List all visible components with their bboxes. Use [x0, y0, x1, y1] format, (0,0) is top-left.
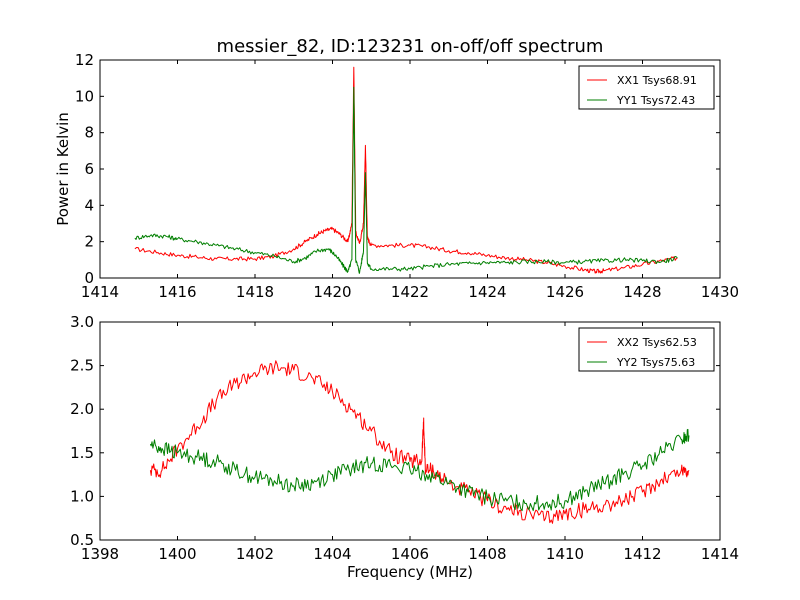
bottom-legend-label: XX2 Tsys62.53 [617, 336, 697, 349]
bottom-x-tick-label: 1414 [701, 545, 739, 563]
bottom-series-xx-line [149, 360, 690, 524]
top-x-tick-label: 1418 [236, 283, 274, 301]
top-x-tick-label: 1426 [546, 283, 584, 301]
bottom-legend-label: YY2 Tsys75.63 [616, 356, 695, 369]
bottom-plot: 1398 1400 1402 1404 1406 1408 1410 1412 1414 0.5 1… [70, 313, 739, 563]
bottom-x-tick-label: 1404 [313, 545, 351, 563]
top-x-tick-label: 1414 [81, 283, 119, 301]
top-plot: 1414 1416 1418 1420 1422 1424 1426 1428 1430 0 2 4 6… [75, 51, 739, 301]
bottom-x-tick-label: 1410 [546, 545, 584, 563]
chart-title: messier_82, ID:123231 on-off/off spectru… [217, 36, 604, 57]
bottom-y-tick-label: 1.5 [70, 444, 94, 462]
bottom-y-tick-label: 2.0 [70, 400, 94, 418]
top-x-tick-label: 1424 [468, 283, 506, 301]
bottom-x-tick-label: 1400 [158, 545, 196, 563]
top-series-yy-line [134, 86, 678, 274]
bottom-x-tick-label: 1408 [468, 545, 506, 563]
bottom-legend [578, 327, 715, 372]
bottom-y-tick-label: 3.0 [70, 313, 94, 331]
top-x-tick-label: 1420 [313, 283, 351, 301]
bottom-y-tick-label: 0.5 [70, 531, 94, 549]
bottom-x-tick-label: 1412 [623, 545, 661, 563]
top-x-tick-label: 1416 [158, 283, 196, 301]
top-y-tick-label: 6 [84, 160, 94, 178]
top-y-tick-label: 4 [84, 196, 94, 214]
top-y-tick-label: 10 [75, 87, 94, 105]
top-y-tick-label: 0 [84, 269, 94, 287]
top-y-tick-label: 2 [84, 233, 94, 251]
bottom-x-tick-label: 1398 [81, 545, 119, 563]
bottom-series-yy-line [149, 428, 690, 512]
bottom-x-tick-label: 1406 [391, 545, 429, 563]
bottom-x-tick-label: 1402 [236, 545, 274, 563]
top-x-tick-label: 1430 [701, 283, 739, 301]
top-series-xx-line [134, 66, 678, 274]
bottom-x-axis-title: Frequency (MHz) [347, 563, 473, 581]
top-y-tick-label: 12 [75, 51, 94, 69]
top-x-tick-label: 1422 [391, 283, 429, 301]
top-legend [578, 65, 715, 110]
top-legend-label: XX1 Tsys68.91 [617, 74, 697, 87]
top-y-axis-title: Power in Kelvin [54, 112, 72, 226]
top-x-tick-label: 1428 [623, 283, 661, 301]
top-legend-label: YY1 Tsys72.43 [616, 94, 695, 107]
top-y-tick-label: 8 [84, 124, 94, 142]
bottom-y-tick-label: 1.0 [70, 487, 94, 505]
bottom-y-tick-label: 2.5 [70, 357, 94, 375]
